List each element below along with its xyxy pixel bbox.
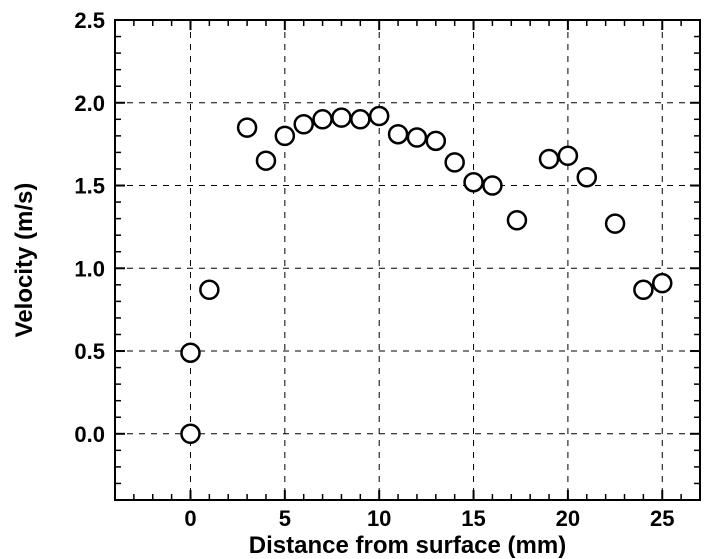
y-tick-label: 0.0	[74, 422, 105, 447]
data-point	[465, 173, 483, 191]
data-point	[257, 152, 275, 170]
data-point	[427, 132, 445, 150]
x-tick-label: 25	[650, 506, 674, 531]
x-tick-label: 15	[461, 506, 485, 531]
data-point	[540, 150, 558, 168]
data-point	[446, 153, 464, 171]
data-point	[332, 109, 350, 127]
data-point	[559, 147, 577, 165]
data-point	[181, 344, 199, 362]
x-tick-label: 10	[367, 506, 391, 531]
data-point	[181, 425, 199, 443]
y-tick-label: 1.5	[74, 174, 105, 199]
chart-svg: 0 5 10 15 20 25 0.0 0.5 1.0 1.5 2.0 2.5 Distance fro…	[0, 0, 725, 559]
y-tick-label: 2.0	[74, 91, 105, 116]
scatter-chart: 0 5 10 15 20 25 0.0 0.5 1.0 1.5 2.0 2.5 Distance fro…	[0, 0, 725, 559]
data-point	[653, 274, 671, 292]
y-axis-label: Velocity (m/s)	[11, 183, 38, 338]
data-point	[606, 215, 624, 233]
x-tick-label: 5	[279, 506, 291, 531]
y-tick-label: 1.0	[74, 256, 105, 281]
data-point	[508, 211, 526, 229]
y-tick-label: 0.5	[74, 339, 105, 364]
x-tick-label: 0	[184, 506, 196, 531]
data-point	[238, 119, 256, 137]
x-axis-label: Distance from surface (mm)	[249, 532, 566, 559]
data-point	[578, 168, 596, 186]
x-tick-label: 20	[556, 506, 580, 531]
data-point	[295, 115, 313, 133]
data-point	[370, 107, 388, 125]
data-point	[408, 129, 426, 147]
data-point	[314, 110, 332, 128]
data-point	[351, 110, 369, 128]
data-point	[276, 127, 294, 145]
data-point	[483, 177, 501, 195]
data-point	[200, 281, 218, 299]
data-point	[634, 281, 652, 299]
y-tick-label: 2.5	[74, 8, 105, 33]
data-point	[389, 125, 407, 143]
